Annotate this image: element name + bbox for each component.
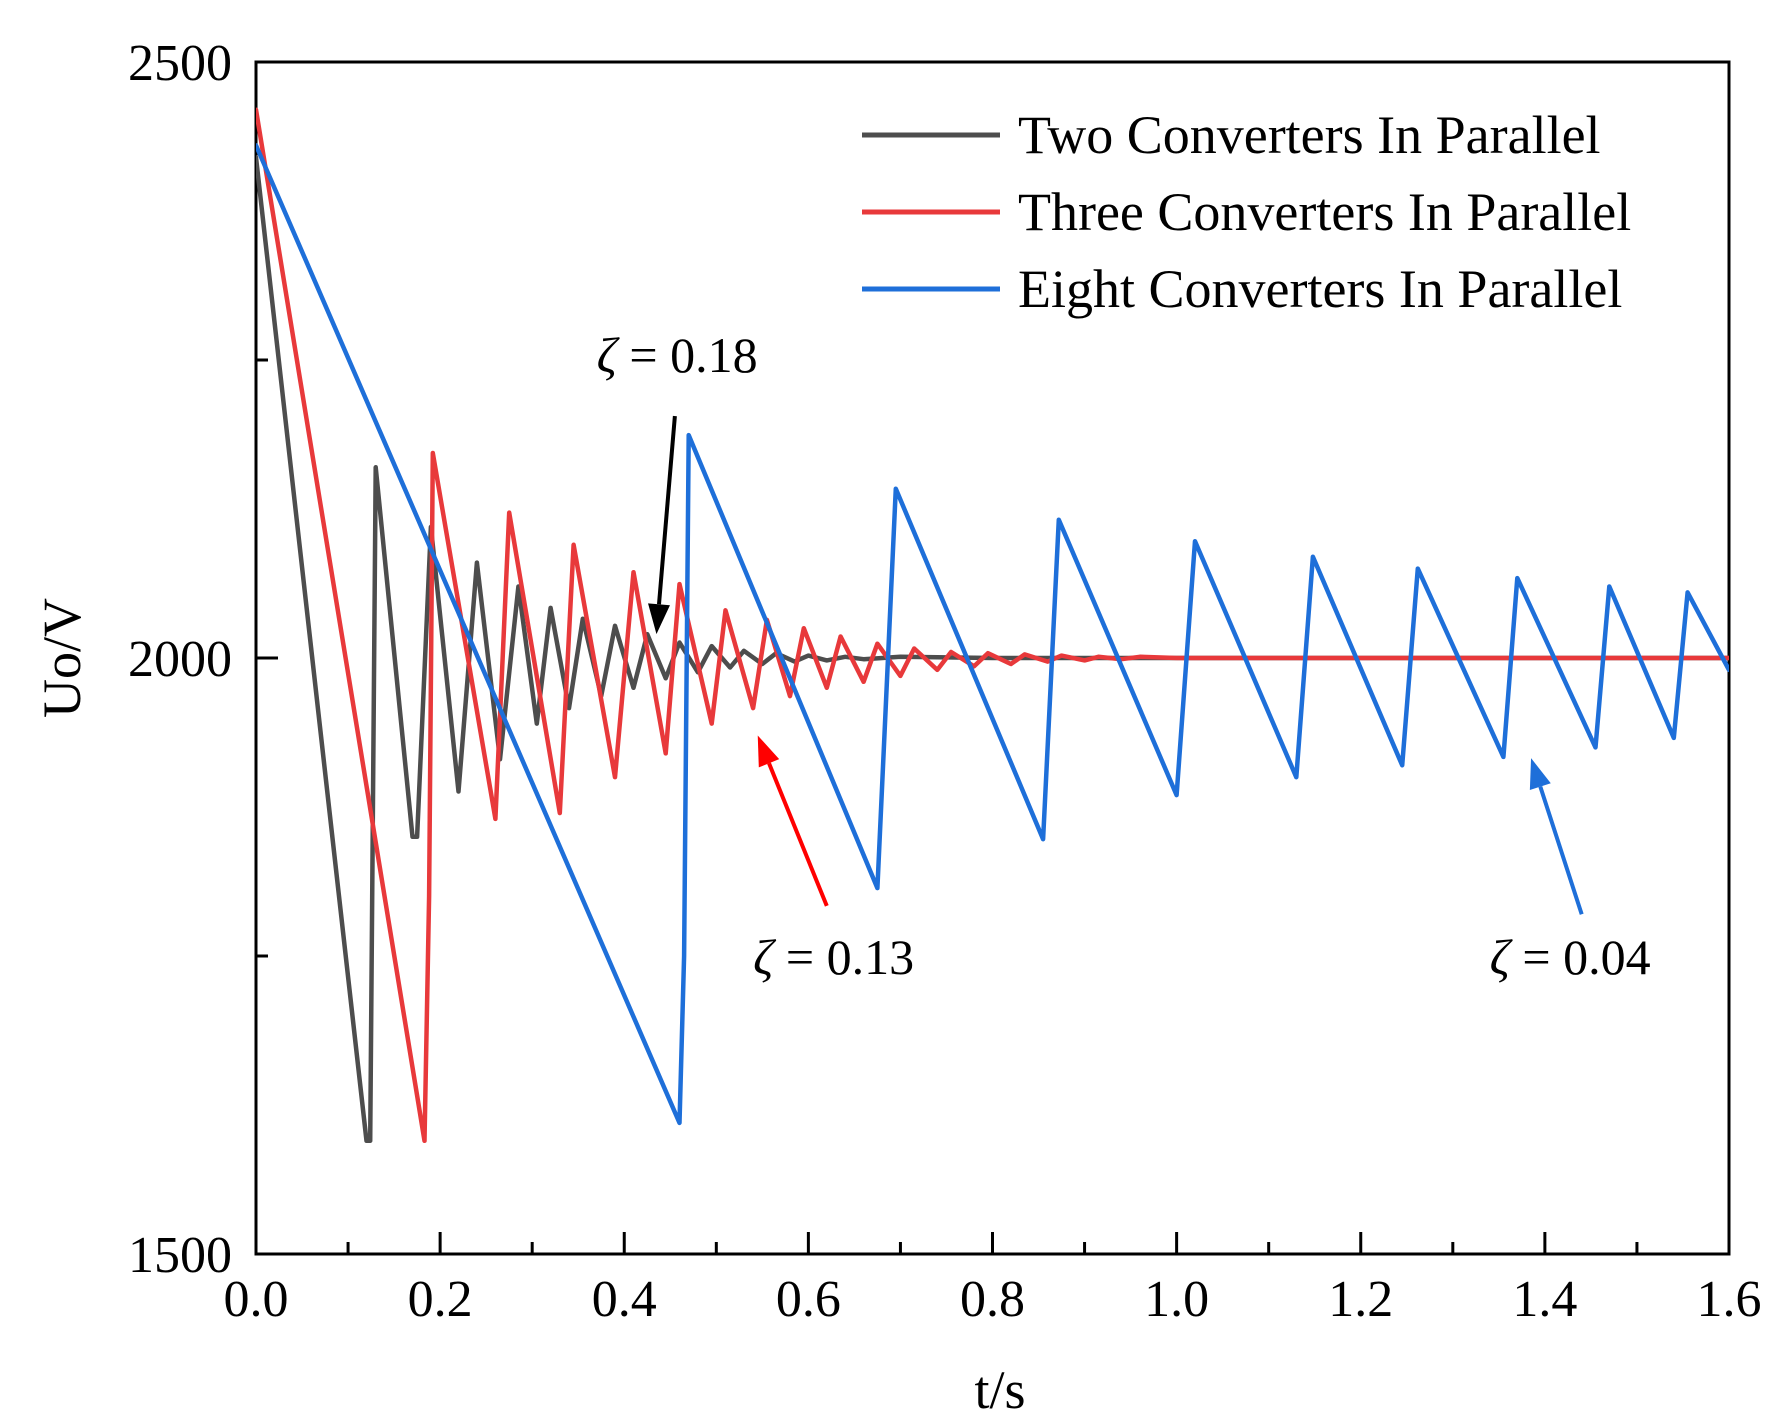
annotations: ζ = 0.18ζ = 0.13 ζ = 0.04	[597, 327, 1651, 985]
axis-ticks	[254, 60, 1731, 1256]
y-axis-title: Uo/V	[32, 598, 92, 718]
x-tick-label: 0.6	[776, 1271, 841, 1328]
tick-labels: 0.0 0.2 0.4 0.6 0.8 1.0 1.2 1.4 1.6 1500 2000 2500	[128, 35, 1762, 1328]
x-tick-label: 1.2	[1328, 1271, 1393, 1328]
y-tick-label: 2000	[128, 631, 232, 688]
annotation-arrowhead-1	[648, 603, 670, 635]
annotation-value: = 0.04	[1510, 929, 1651, 985]
zeta-symbol: ζ	[597, 327, 621, 383]
x-tick-label: 0.8	[960, 1271, 1025, 1328]
zeta-symbol: ζ	[753, 929, 777, 985]
legend: Two Converters In Parallel Three Converte…	[862, 105, 1631, 319]
legend-label-3: Eight Converters In Parallel	[1018, 259, 1622, 319]
y-tick-label: 2500	[128, 35, 232, 92]
x-tick-label: 1.0	[1144, 1271, 1209, 1328]
legend-label-1: Two Converters In Parallel	[1018, 105, 1601, 165]
y-tick-label: 1500	[128, 1227, 232, 1284]
annotation-label-3: ζ = 0.04	[1490, 929, 1651, 985]
series-group	[256, 107, 1729, 1144]
annotation-label-2: ζ = 0.13	[753, 929, 914, 985]
annotation-arrowhead-2	[757, 735, 780, 768]
annotation-value: = 0.18	[617, 327, 758, 383]
annotation-arrow-3	[1538, 786, 1584, 915]
annotation-value: = 0.13	[773, 929, 914, 985]
annotation-arrow-1	[657, 415, 677, 605]
legend-label-2: Three Converters In Parallel	[1018, 182, 1631, 242]
zeta-symbol: ζ	[1490, 929, 1514, 985]
x-axis-title: t/s	[974, 1360, 1025, 1420]
x-tick-label: 1.4	[1512, 1271, 1577, 1328]
series-line-3	[256, 143, 1729, 1126]
x-tick-label: 1.6	[1697, 1271, 1762, 1328]
x-tick-label: 0.2	[408, 1271, 473, 1328]
x-tick-label: 0.0	[224, 1271, 289, 1328]
annotation-arrowhead-3	[1529, 758, 1551, 791]
series-line-1	[256, 155, 1729, 1144]
series-line-2	[256, 107, 1729, 1144]
annotation-label-1: ζ = 0.18	[597, 327, 758, 383]
annotation-arrow-2	[767, 762, 829, 907]
x-tick-label: 0.4	[592, 1271, 657, 1328]
